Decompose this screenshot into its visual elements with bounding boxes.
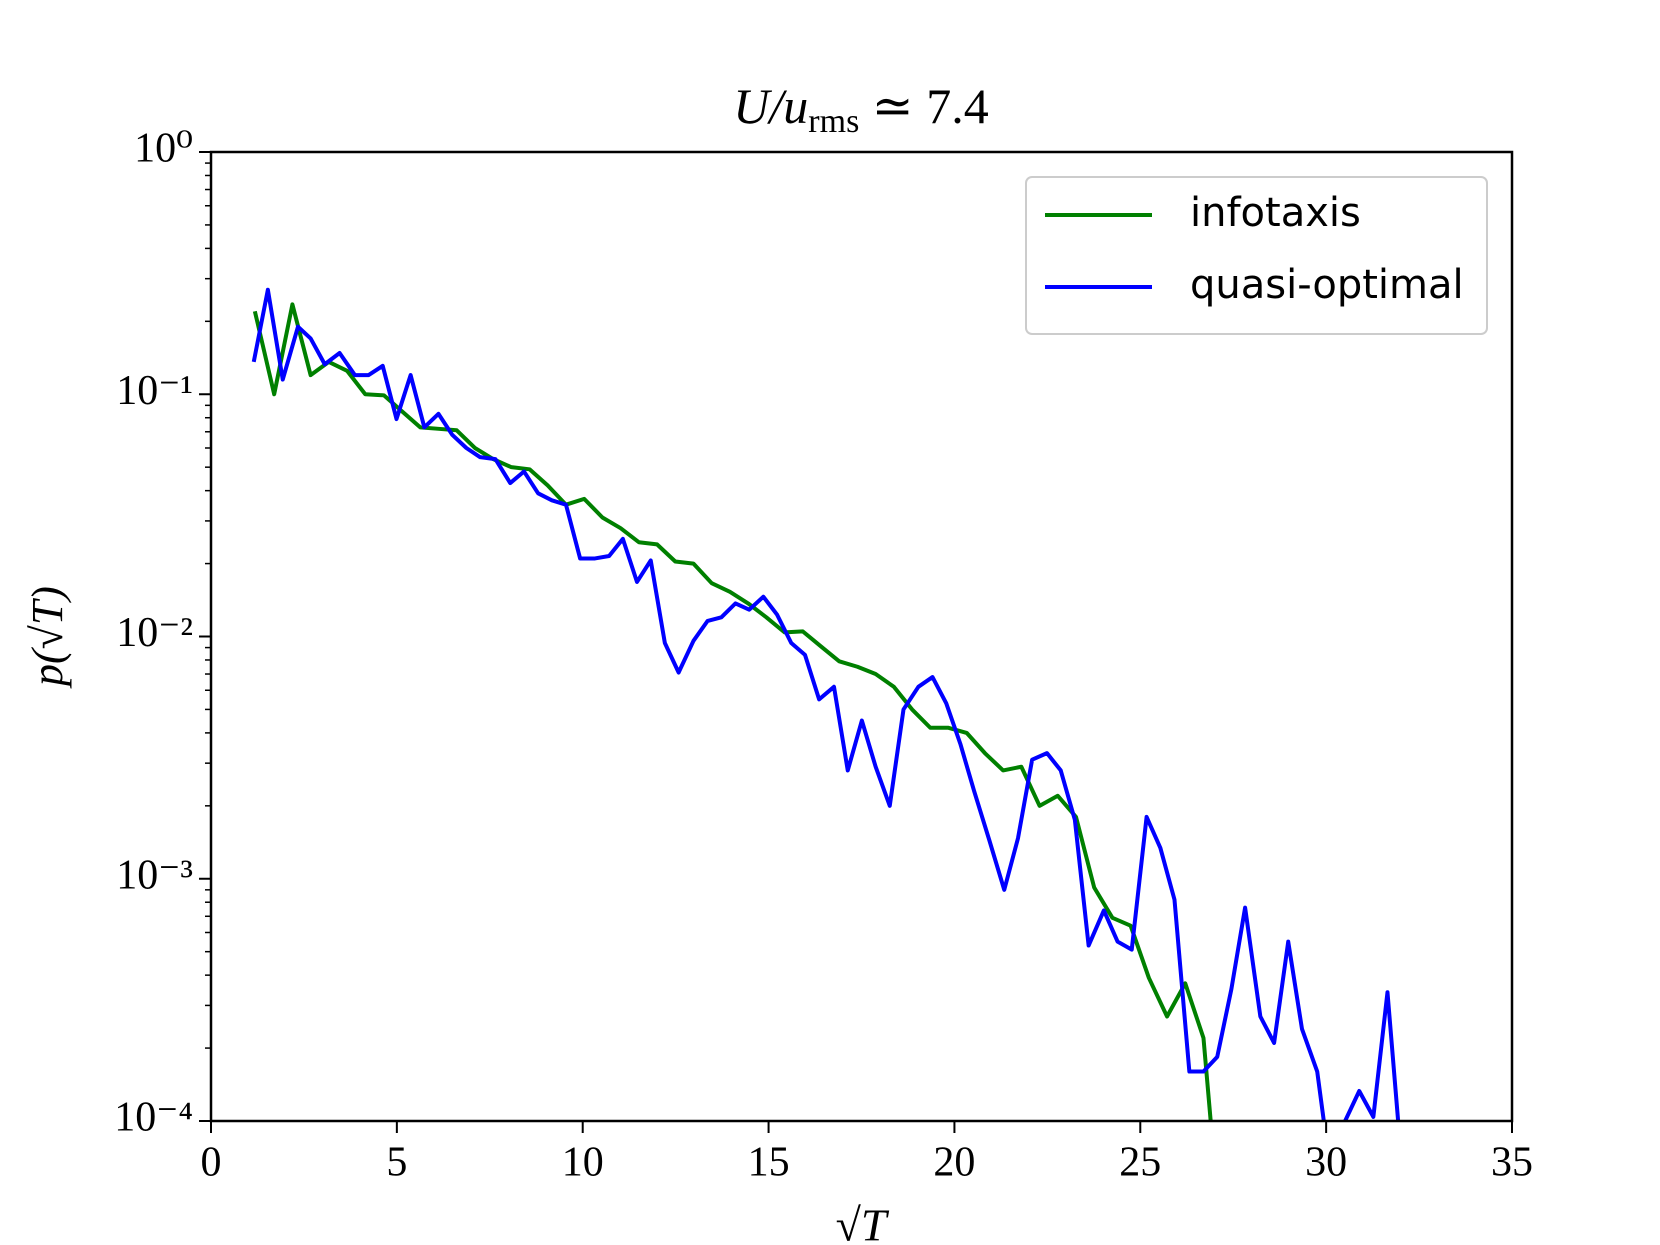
y-tick-label: 10⁻² [116,610,193,656]
x-tick-label: 25 [1119,1140,1161,1186]
legend-label: quasi-optimal [1190,262,1464,308]
x-tick-label: 30 [1305,1140,1347,1186]
legend-label: infotaxis [1190,190,1361,236]
y-axis-label: p(√T) [23,586,72,689]
y-tick-label: 10⁻³ [116,852,193,898]
title-part: ≃ 7.4 [859,78,988,134]
x-tick-label: 35 [1491,1140,1533,1186]
x-tick-label: 15 [748,1140,790,1186]
chart-title: U/urms ≃ 7.4 [733,78,988,139]
series-line [251,287,1401,1121]
x-tick-label: 5 [386,1140,407,1186]
plot-area [251,287,1401,1121]
series-line [252,302,1213,1121]
y-tick-label: 10⁻⁴ [114,1095,193,1141]
y-tick-label: 10⁻¹ [116,368,193,414]
x-axis-label: √T [836,1200,890,1245]
y-tick-label: 10⁰ [134,126,193,172]
x-tick-label: 20 [933,1140,975,1186]
x-tick-label: 0 [201,1140,222,1186]
x-tick-label: 10 [562,1140,604,1186]
title-part: U/u [733,78,808,134]
title-subscript: rms [808,103,859,140]
